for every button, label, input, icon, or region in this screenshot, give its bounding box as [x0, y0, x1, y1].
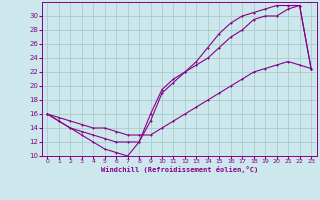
X-axis label: Windchill (Refroidissement éolien,°C): Windchill (Refroidissement éolien,°C): [100, 166, 258, 173]
